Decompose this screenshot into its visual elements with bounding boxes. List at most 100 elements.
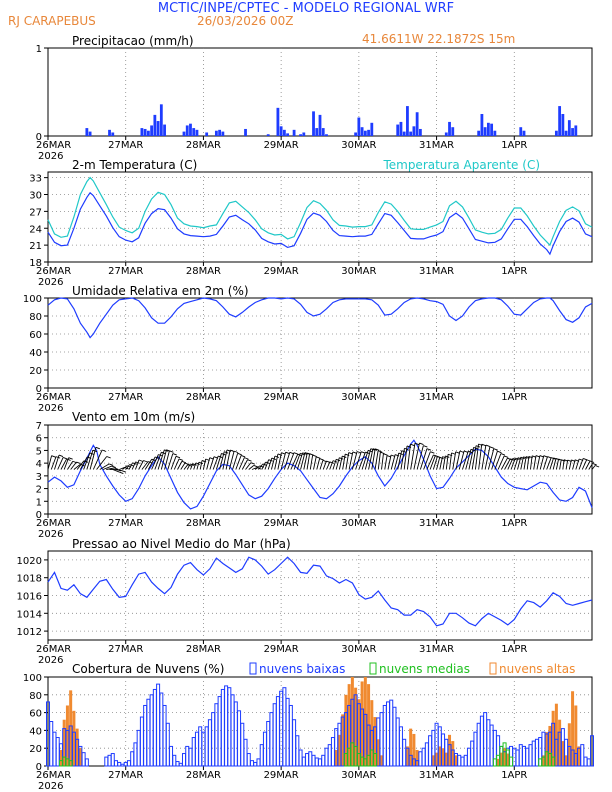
precip-bar xyxy=(480,114,484,136)
precip-bar xyxy=(558,106,562,136)
cloud-bar-nuvens-baixas xyxy=(275,696,280,767)
cloud-bar-nuvens-baixas xyxy=(466,747,471,767)
wind-barb xyxy=(377,452,381,470)
temp-xtick-label: 26MAR xyxy=(36,266,71,277)
temp-line-Temperatura xyxy=(47,191,593,256)
wind-barb-flag xyxy=(383,453,388,456)
precip-bar xyxy=(111,132,115,136)
wind-barb xyxy=(523,456,527,470)
wind-barb xyxy=(581,459,588,470)
wind-barb xyxy=(455,450,461,470)
wind-barb xyxy=(144,458,153,470)
clouds-ytick-label: 60 xyxy=(29,709,42,720)
wind-barb-flag xyxy=(489,446,495,449)
wind-xtick-label: 31MAR xyxy=(419,518,454,529)
wind-barb xyxy=(400,448,405,470)
cloud-bar-nuvens-baixas xyxy=(117,761,122,767)
wind-barb xyxy=(552,458,557,470)
precip-bar xyxy=(156,121,160,136)
clouds-ytick-label: 40 xyxy=(29,726,42,737)
wind-barb-flag xyxy=(361,451,366,454)
cloud-bar-nuvens-baixas xyxy=(288,704,293,767)
wind-barb xyxy=(112,469,120,473)
pressure-ytick-label: 1014 xyxy=(17,609,42,620)
wind-barb xyxy=(264,459,270,470)
wind-barb xyxy=(122,465,128,470)
precip-bar xyxy=(564,130,568,136)
wind-barb-flag xyxy=(240,454,246,458)
wind-barb xyxy=(193,462,197,470)
cloud-bar-nuvens-baixas xyxy=(207,719,212,767)
run-time-label: 26/03/2026 00Z xyxy=(197,14,293,28)
cloud-bar-nuvens-baixas xyxy=(104,756,109,767)
cloud-bar-nuvens-baixas xyxy=(110,753,115,767)
cloud-bar-nuvens-altas xyxy=(373,717,377,766)
temp-title: 2-m Temperatura (C) xyxy=(72,158,197,172)
wind-barb xyxy=(106,467,115,470)
cloud-bar-nuvens-baixas xyxy=(237,710,242,767)
wind-barb xyxy=(381,453,384,470)
wind-barb xyxy=(530,455,533,470)
wind-barb-flag xyxy=(247,459,252,462)
wind-barb xyxy=(135,459,140,470)
cloud-bar-nuvens-altas xyxy=(577,746,581,766)
cloud-bar-nuvens-baixas xyxy=(139,716,144,767)
wind-barb xyxy=(403,445,408,470)
precip-bar xyxy=(357,117,361,136)
cloud-bar-nuvens-baixas xyxy=(424,742,429,767)
humidity-xtick-label: 31MAR xyxy=(419,392,454,403)
cloud-bar-nuvens-baixas xyxy=(178,762,183,767)
wind-barb-flag xyxy=(192,463,197,466)
cloud-legend-swatch xyxy=(489,662,497,675)
wind-barb-flag xyxy=(316,456,321,459)
wind-barb xyxy=(465,449,472,470)
clouds-xtick-label: 28MAR xyxy=(186,770,221,781)
humidity-ytick-label: 40 xyxy=(29,348,42,359)
cloud-bar-nuvens-baixas xyxy=(305,753,310,767)
cloud-bar-nuvens-baixas xyxy=(473,731,478,767)
wind-barb-flag xyxy=(250,462,255,465)
cloud-bar-nuvens-baixas xyxy=(476,722,481,767)
cloud-bar-nuvens-altas xyxy=(78,748,82,766)
pressure-xtick-label: 31MAR xyxy=(419,644,454,655)
clouds-ytick-label: 80 xyxy=(29,691,42,702)
wind-barb xyxy=(497,455,505,470)
wind-barb xyxy=(60,458,68,470)
wind-barb xyxy=(76,460,85,470)
wind-barb-flag xyxy=(244,457,249,460)
cloud-bar-nuvens-altas xyxy=(341,714,345,766)
wind-barb-flag xyxy=(459,450,465,453)
wind-barb xyxy=(270,455,276,470)
wind-barb xyxy=(300,452,306,470)
chart-title: MCTIC/INPE/CPTEC - MODELO REGIONAL WRF xyxy=(158,1,454,16)
pressure-year-label: 2026 xyxy=(38,655,63,666)
cloud-bar-nuvens-altas xyxy=(344,694,348,766)
cloud-bar-nuvens-altas xyxy=(380,755,384,766)
precip-bar xyxy=(483,127,487,136)
cloud-legend-swatch xyxy=(249,662,257,675)
cloud-bar-nuvens-baixas xyxy=(463,754,468,767)
cloud-bar-nuvens-baixas xyxy=(285,697,290,767)
precip-ytick-label: 1 xyxy=(36,44,42,55)
precip-bar xyxy=(363,130,367,136)
wind-barb xyxy=(196,462,200,470)
temp-frame xyxy=(47,171,593,263)
precip-bar xyxy=(321,128,325,136)
wind-barb xyxy=(338,455,343,470)
wind-barb xyxy=(364,448,372,470)
wind-barb-flag xyxy=(289,451,294,455)
wind-barb xyxy=(186,463,191,470)
wind-barb xyxy=(206,457,211,470)
wind-ytick-label: 4 xyxy=(36,459,42,470)
wind-barb-flag xyxy=(184,462,190,465)
cloud-bar-nuvens-baixas xyxy=(382,704,387,767)
precip-bar xyxy=(286,133,290,136)
wind-barb-flag xyxy=(233,450,239,454)
wind-barb xyxy=(63,457,70,470)
wind-barb xyxy=(274,453,279,470)
cloud-bar-nuvens-baixas xyxy=(522,745,526,767)
cloud-bar-nuvens-baixas xyxy=(428,735,433,767)
cloud-bar-nuvens-baixas xyxy=(165,722,170,767)
wind-barb xyxy=(442,455,446,470)
wind-barb-flag xyxy=(237,452,242,456)
